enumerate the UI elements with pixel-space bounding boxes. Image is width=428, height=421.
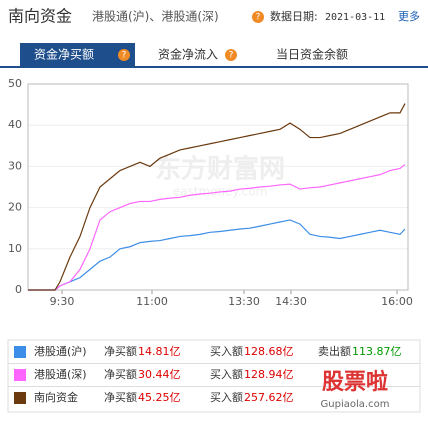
help-mark: ?: [256, 13, 261, 23]
net-value: 45.25亿: [138, 391, 181, 404]
y-tick-label: 0: [15, 283, 22, 296]
y-tick-label: 50: [8, 77, 22, 90]
x-tick-label: 14:30: [275, 295, 307, 308]
tab-active[interactable]: [20, 43, 135, 67]
date: 2021-03-11: [325, 12, 385, 23]
legend-swatch: [14, 346, 26, 358]
tab[interactable]: 当日资金余额: [276, 47, 348, 62]
watermark: 东方财富网: [155, 154, 285, 185]
x-tick-label: 16:00: [381, 295, 413, 308]
legend-box: [7, 339, 421, 413]
y-tick-label: 20: [8, 201, 22, 214]
net-label: 净买额: [104, 390, 137, 404]
logo-url: Gupiaola.com: [321, 399, 390, 410]
date-label: 数据日期:: [270, 9, 318, 23]
title: 南向资金: [8, 7, 72, 26]
help-mark: ?: [229, 51, 234, 61]
help-icon[interactable]: [225, 49, 237, 61]
x-tick-label: 11:00: [136, 295, 168, 308]
y-tick-label: 10: [8, 242, 22, 255]
help-icon[interactable]: [118, 49, 130, 61]
series-line: [28, 219, 406, 291]
legend-name: 港股通(沪): [34, 344, 87, 358]
buy-label: 买入额: [210, 345, 243, 358]
series-line: [28, 164, 406, 291]
plot-frame: [27, 83, 409, 291]
legend-swatch: [14, 369, 26, 381]
tab[interactable]: 资金净买额: [34, 47, 94, 62]
help-icon[interactable]: [252, 11, 264, 23]
more-link[interactable]: 更多: [398, 9, 420, 23]
y-tick-label: 40: [8, 118, 22, 131]
x-tick-label: 13:30: [228, 295, 260, 308]
buy-value: 257.62亿: [244, 391, 294, 404]
net-label: 净买额: [104, 367, 137, 381]
chart: 0 10 20 30 40 50 9:30 11:00 13:30 14:30 16:00: [8, 77, 413, 308]
legend-name: 港股通(深): [34, 368, 87, 381]
subtitle: 港股通(沪)、港股通(深): [92, 10, 219, 24]
logo: 股票啦: [322, 369, 388, 395]
net-label: 净买额: [104, 344, 137, 358]
legend-swatch: [14, 392, 26, 404]
buy-value: 128.94亿: [244, 368, 294, 381]
series-line: [28, 103, 406, 291]
x-tick-label: 9:30: [50, 295, 75, 308]
net-value: 30.44亿: [138, 368, 181, 381]
tab[interactable]: 资金净流入: [158, 47, 218, 62]
legend-name: 南向资金: [34, 390, 78, 404]
sell-label: 卖出额: [318, 344, 351, 358]
buy-label: 买入额: [210, 368, 243, 381]
buy-label: 买入额: [210, 391, 243, 404]
help-mark: ?: [122, 51, 127, 61]
y-tick-label: 30: [8, 159, 22, 172]
legend: 港股通(沪) 净买额 14.81亿 买入额 128.68亿 卖出额 113.87亿港股通(深…: [8, 344, 420, 404]
sell-value: 113.87亿: [352, 345, 402, 358]
buy-value: 128.68亿: [244, 345, 294, 358]
net-value: 14.81亿: [138, 345, 181, 358]
